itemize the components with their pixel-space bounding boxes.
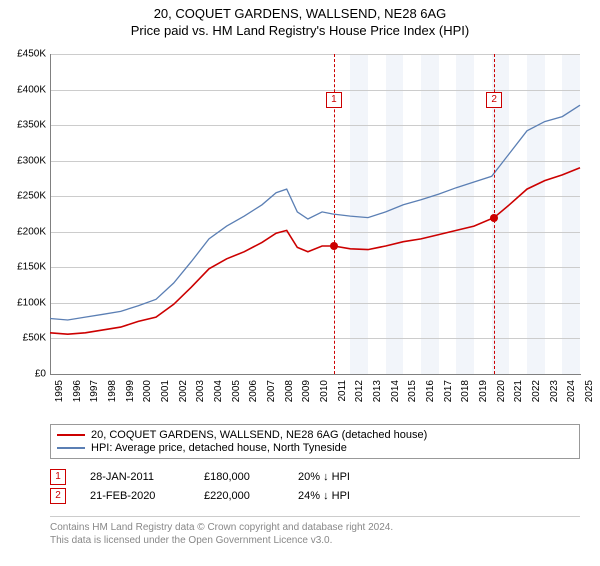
footer-line2: This data is licensed under the Open Gov… xyxy=(50,534,580,547)
xtick-label: 2024 xyxy=(566,380,577,402)
legend-row-0: 20, COQUET GARDENS, WALLSEND, NE28 6AG (… xyxy=(57,429,573,441)
transaction-table: 1 28-JAN-2011 £180,000 20% ↓ HPI 2 21-FE… xyxy=(50,466,580,507)
tx-row-0: 1 28-JAN-2011 £180,000 20% ↓ HPI xyxy=(50,469,580,485)
ytick-label: £200K xyxy=(0,226,46,237)
xtick-label: 2004 xyxy=(213,380,224,402)
legend-label-1: HPI: Average price, detached house, Nort… xyxy=(91,442,347,454)
xtick-label: 1996 xyxy=(72,380,83,402)
xtick-label: 2007 xyxy=(266,380,277,402)
annotation-box: 2 xyxy=(486,92,502,108)
legend-label-0: 20, COQUET GARDENS, WALLSEND, NE28 6AG (… xyxy=(91,429,427,441)
annotation-box: 1 xyxy=(326,92,342,108)
xtick-label: 2021 xyxy=(513,380,524,402)
series-property xyxy=(50,168,580,334)
xtick-label: 2025 xyxy=(584,380,595,402)
tx-pct-0: 20% ↓ HPI xyxy=(298,471,388,483)
xtick-label: 2008 xyxy=(284,380,295,402)
xtick-label: 2000 xyxy=(142,380,153,402)
ytick-label: £50K xyxy=(0,333,46,344)
title-sub: Price paid vs. HM Land Registry's House … xyxy=(0,23,600,38)
ytick-label: £300K xyxy=(0,155,46,166)
chart-container: 20, COQUET GARDENS, WALLSEND, NE28 6AG P… xyxy=(0,6,600,566)
tx-price-1: £220,000 xyxy=(204,490,274,502)
ytick-label: £150K xyxy=(0,262,46,273)
tx-pct-1: 24% ↓ HPI xyxy=(298,490,388,502)
xtick-label: 2011 xyxy=(337,380,348,402)
tx-idx-0: 1 xyxy=(50,469,66,485)
ytick-label: £350K xyxy=(0,120,46,131)
xtick-label: 2018 xyxy=(460,380,471,402)
ytick-label: £100K xyxy=(0,297,46,308)
xtick-label: 2023 xyxy=(549,380,560,402)
chart-area: 12 £0£50K£100K£150K£200K£250K£300K£350K£… xyxy=(50,54,580,374)
title-main: 20, COQUET GARDENS, WALLSEND, NE28 6AG xyxy=(0,6,600,21)
xtick-label: 2014 xyxy=(390,380,401,402)
xtick-label: 2009 xyxy=(301,380,312,402)
tx-price-0: £180,000 xyxy=(204,471,274,483)
ytick-label: £250K xyxy=(0,191,46,202)
legend-swatch-1 xyxy=(57,447,85,449)
ytick-label: £450K xyxy=(0,49,46,60)
xtick-label: 1997 xyxy=(89,380,100,402)
footer-line1: Contains HM Land Registry data © Crown c… xyxy=(50,521,580,534)
xtick-label: 1998 xyxy=(107,380,118,402)
ytick-label: £400K xyxy=(0,84,46,95)
xtick-label: 2012 xyxy=(354,380,365,402)
tx-date-1: 21-FEB-2020 xyxy=(90,490,180,502)
xtick-label: 1995 xyxy=(54,380,65,402)
marker-dot xyxy=(330,242,338,250)
xtick-label: 2006 xyxy=(248,380,259,402)
xtick-label: 2013 xyxy=(372,380,383,402)
xtick-label: 1999 xyxy=(125,380,136,402)
xtick-label: 2005 xyxy=(231,380,242,402)
legend-box: 20, COQUET GARDENS, WALLSEND, NE28 6AG (… xyxy=(50,424,580,459)
xtick-label: 2022 xyxy=(531,380,542,402)
xtick-label: 2017 xyxy=(443,380,454,402)
xtick-label: 2015 xyxy=(407,380,418,402)
legend-swatch-0 xyxy=(57,434,85,436)
xtick-label: 2003 xyxy=(195,380,206,402)
tx-row-1: 2 21-FEB-2020 £220,000 24% ↓ HPI xyxy=(50,488,580,504)
ytick-label: £0 xyxy=(0,369,46,380)
tx-idx-1: 2 xyxy=(50,488,66,504)
xtick-label: 2002 xyxy=(178,380,189,402)
xtick-label: 2016 xyxy=(425,380,436,402)
footer: Contains HM Land Registry data © Crown c… xyxy=(50,516,580,547)
xtick-label: 2010 xyxy=(319,380,330,402)
xtick-label: 2020 xyxy=(496,380,507,402)
xtick-label: 2001 xyxy=(160,380,171,402)
marker-dot xyxy=(490,214,498,222)
xtick-label: 2019 xyxy=(478,380,489,402)
tx-date-0: 28-JAN-2011 xyxy=(90,471,180,483)
legend-row-1: HPI: Average price, detached house, Nort… xyxy=(57,442,573,454)
